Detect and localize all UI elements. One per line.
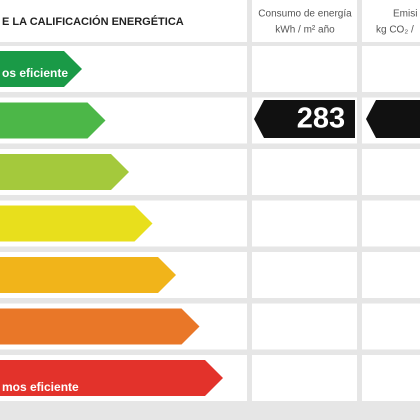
rating-arrow [0,102,106,139]
consumption-indicator [254,100,355,138]
emissions-label: Emisi [393,9,417,20]
consumption-unit: kWh / m² año [275,25,335,36]
cell [252,46,357,92]
bottom-label: mos eficiente [2,380,79,394]
cell [252,252,357,298]
cell [362,149,420,195]
cell [252,303,357,350]
header-cell [0,0,247,42]
header-cell [252,0,357,42]
rating-arrow [0,51,82,87]
cell [252,149,357,195]
rating-arrow [0,205,153,242]
consumption-label: Consumo de energía [258,9,352,20]
cell [252,200,357,247]
cell [252,355,357,401]
consumption-value: 283 [297,103,345,135]
rating-arrow [0,257,176,293]
header-cell [362,0,420,42]
top-label: os eficiente [2,66,68,80]
rows [0,46,420,401]
cell [362,252,420,298]
emissions-indicator [366,100,420,138]
rating-arrow [0,360,223,396]
cell [362,200,420,247]
emissions-unit: kg CO₂ / [376,25,414,36]
cell [362,46,420,92]
cell [362,303,420,350]
rating-arrow [0,154,129,190]
cell [362,355,420,401]
title: E LA CALIFICACIÓN ENERGÉTICA [2,15,184,28]
rating-arrow [0,308,200,345]
